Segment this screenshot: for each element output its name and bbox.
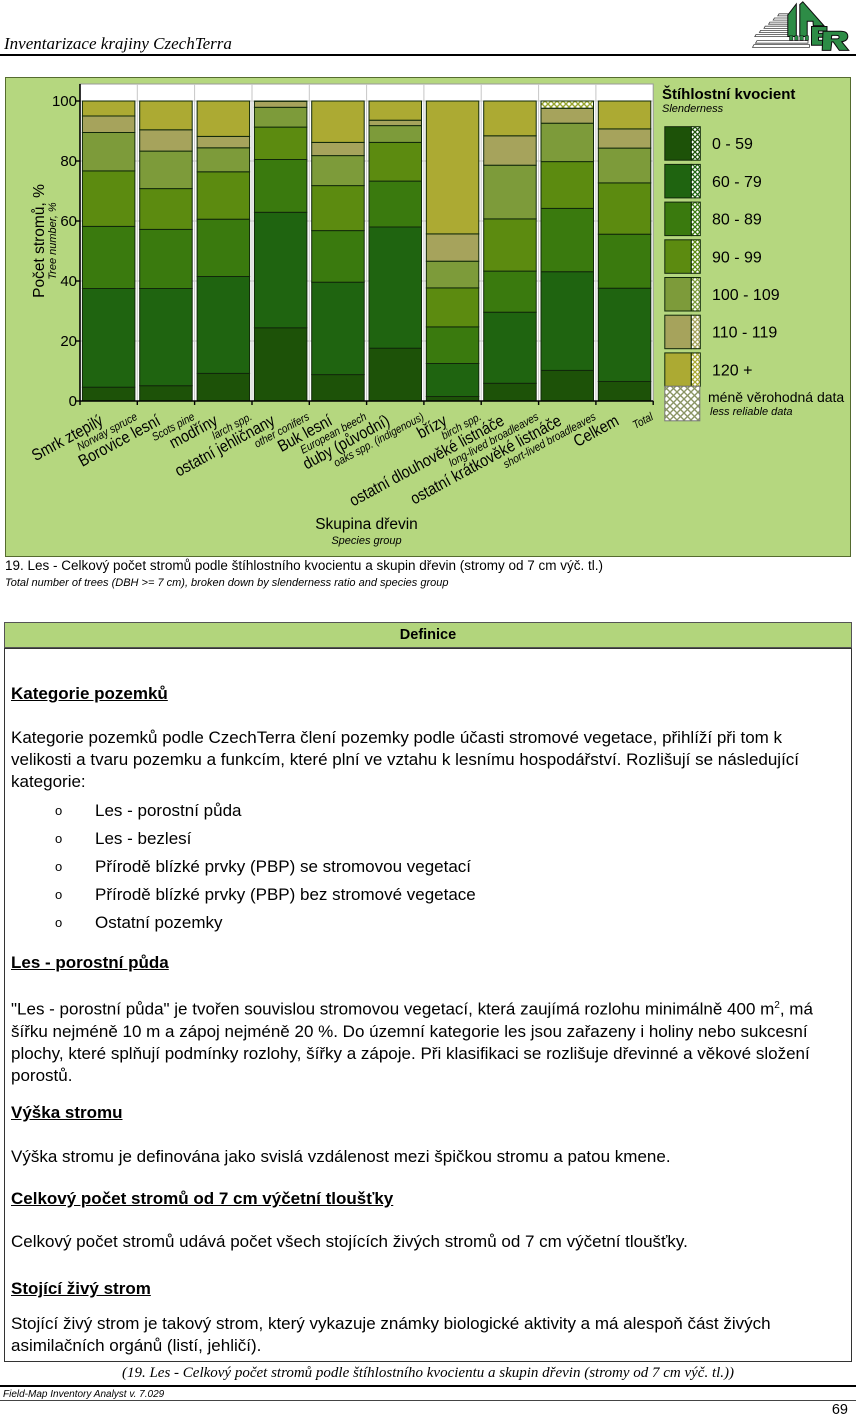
svg-text:Skupina dřevin: Skupina dřevin [315, 516, 418, 533]
svg-text:0 - 59: 0 - 59 [712, 136, 753, 153]
svg-text:40: 40 [60, 273, 77, 290]
svg-text:Species group: Species group [331, 535, 401, 547]
svg-text:90 - 99: 90 - 99 [712, 249, 762, 266]
svg-text:60: 60 [60, 213, 77, 230]
svg-text:méně věrohodná data: méně věrohodná data [708, 389, 844, 405]
svg-text:Štíhlostní kvocient: Štíhlostní kvocient [662, 85, 795, 103]
svg-text:less reliable data: less reliable data [710, 406, 793, 418]
svg-text:80 - 89: 80 - 89 [712, 212, 762, 229]
svg-text:20: 20 [60, 333, 77, 350]
svg-text:0: 0 [69, 393, 77, 410]
svg-text:110 - 119: 110 - 119 [712, 325, 777, 342]
svg-text:120 +: 120 + [712, 362, 752, 379]
svg-text:Slenderness: Slenderness [662, 103, 724, 115]
svg-text:100: 100 [52, 93, 77, 110]
svg-text:Tree number, %: Tree number, % [47, 202, 59, 280]
svg-text:80: 80 [60, 153, 77, 170]
svg-text:60 - 79: 60 - 79 [712, 174, 762, 191]
svg-text:100 - 109: 100 - 109 [712, 287, 780, 304]
svg-text:Počet stromů, %: Počet stromů, % [31, 184, 48, 298]
